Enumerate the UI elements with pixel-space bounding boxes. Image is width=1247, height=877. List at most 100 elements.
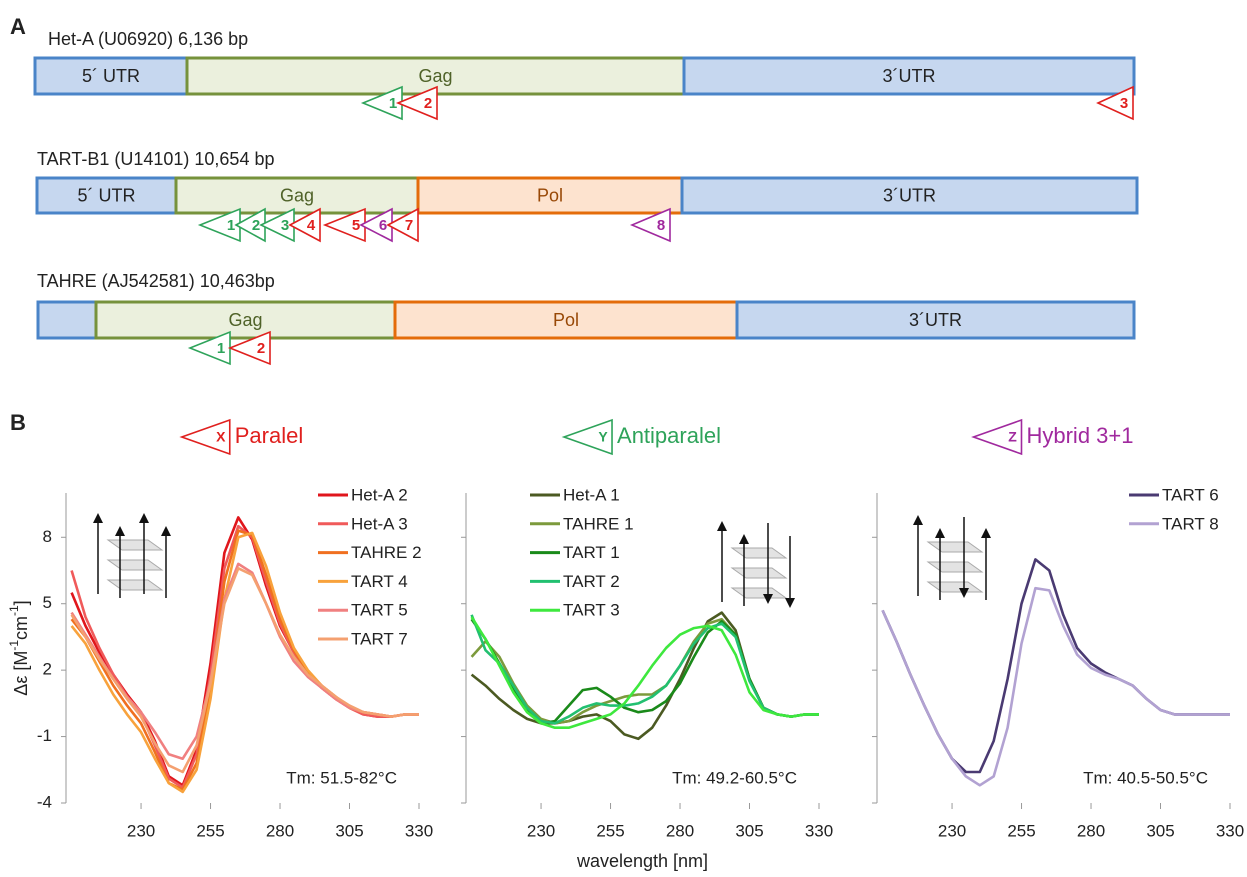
y-tick-label: 2 bbox=[43, 660, 52, 679]
x-tick-label: 330 bbox=[405, 821, 433, 840]
annotation: Tm: 51.5-82°C bbox=[286, 768, 397, 787]
g4-marker-label: 5 bbox=[352, 217, 360, 234]
chart-title: Hybrid 3+1 bbox=[1026, 423, 1133, 448]
y-axis-label-part: cm bbox=[11, 616, 31, 640]
segment-label: Pol bbox=[537, 185, 563, 205]
x-tick-label: 255 bbox=[596, 821, 624, 840]
legend-label: Het-A 2 bbox=[351, 485, 408, 504]
legend-label: TART 7 bbox=[351, 629, 408, 648]
strand-arrow bbox=[139, 513, 149, 523]
element-title: Het-A (U06920) 6,136 bp bbox=[48, 29, 248, 49]
g4-plane bbox=[928, 582, 982, 592]
strand-arrow bbox=[717, 521, 727, 531]
y-tick-label: -4 bbox=[37, 792, 52, 811]
x-tick-label: 280 bbox=[666, 821, 694, 840]
g4-marker-label: Z bbox=[1008, 429, 1017, 445]
g4-marker-label: 2 bbox=[252, 217, 260, 234]
x-tick-label: 330 bbox=[805, 821, 833, 840]
strand-arrow bbox=[785, 598, 795, 608]
strand-arrow bbox=[93, 513, 103, 523]
strand-arrow bbox=[935, 528, 945, 538]
segment-label: Gag bbox=[418, 66, 452, 86]
g4-plane bbox=[928, 542, 982, 552]
y-axis-label: Δε [M-1cm-1] bbox=[7, 600, 31, 695]
chart-header: Paralel X bbox=[182, 420, 303, 454]
y-axis-label-part: -1 bbox=[7, 640, 21, 651]
legend-label: TART 6 bbox=[1162, 485, 1219, 504]
g4-marker-label: 7 bbox=[405, 217, 413, 234]
x-axis-label: wavelength [nm] bbox=[576, 851, 708, 871]
series-line bbox=[883, 559, 1230, 772]
annotation: Tm: 40.5-50.5°C bbox=[1083, 768, 1208, 787]
segment-label: 3´UTR bbox=[883, 185, 936, 205]
element-title: TART-B1 (U14101) 10,654 bp bbox=[37, 149, 274, 169]
g4-marker-label: 1 bbox=[227, 217, 235, 234]
chart-header: Hybrid 3+1 Z bbox=[973, 420, 1133, 454]
x-tick-label: 280 bbox=[266, 821, 294, 840]
segment-label: 5´ UTR bbox=[78, 185, 136, 205]
panel-label: A bbox=[10, 14, 26, 39]
g4-plane bbox=[928, 562, 982, 572]
series-line bbox=[72, 568, 419, 772]
y-tick-label: -1 bbox=[37, 726, 52, 745]
legend-label: TART 1 bbox=[563, 543, 620, 562]
strand-arrow bbox=[763, 594, 773, 604]
y-tick-label: 5 bbox=[43, 593, 52, 612]
x-tick-label: 280 bbox=[1077, 821, 1105, 840]
strand-arrow bbox=[161, 526, 171, 536]
x-tick-label: 305 bbox=[335, 821, 363, 840]
legend-label: TAHRE 2 bbox=[351, 543, 422, 562]
legend-label: TART 8 bbox=[1162, 514, 1219, 533]
g4-plane bbox=[108, 560, 162, 570]
g4-plane bbox=[732, 588, 786, 598]
strand-arrow bbox=[115, 526, 125, 536]
g4-marker-label: 4 bbox=[307, 217, 316, 234]
segment bbox=[38, 302, 96, 338]
legend-label: TART 3 bbox=[563, 601, 620, 620]
legend-label: TAHRE 1 bbox=[563, 514, 634, 533]
series-line bbox=[883, 588, 1230, 785]
g4-marker-label: X bbox=[216, 429, 226, 445]
segment-label: 5´ UTR bbox=[82, 66, 140, 86]
segment-label: 3´UTR bbox=[883, 66, 936, 86]
g4-plane bbox=[732, 568, 786, 578]
g4-plane bbox=[108, 540, 162, 550]
x-tick-label: 255 bbox=[1007, 821, 1035, 840]
g4-marker-label: 1 bbox=[217, 340, 225, 357]
y-axis-label-part: -1 bbox=[7, 605, 21, 616]
segment-label: 3´UTR bbox=[909, 310, 962, 330]
g4-marker-label: 6 bbox=[379, 217, 387, 234]
legend-label: Het-A 1 bbox=[563, 485, 620, 504]
x-tick-label: 230 bbox=[127, 821, 155, 840]
legend-label: TART 2 bbox=[563, 572, 620, 591]
chart-title: Paralel bbox=[235, 423, 303, 448]
y-tick-label: 8 bbox=[43, 527, 52, 546]
g4-marker-label: 8 bbox=[657, 217, 665, 234]
x-tick-label: 305 bbox=[735, 821, 763, 840]
y-axis-label-part: ] bbox=[11, 600, 31, 605]
x-tick-label: 255 bbox=[196, 821, 224, 840]
g4-marker-label: 2 bbox=[424, 95, 432, 112]
legend-label: TART 4 bbox=[351, 572, 408, 591]
element-title: TAHRE (AJ542581) 10,463bp bbox=[37, 271, 275, 291]
strand-arrow bbox=[981, 528, 991, 538]
x-tick-label: 305 bbox=[1146, 821, 1174, 840]
g4-plane bbox=[108, 580, 162, 590]
figure: A B Het-A (U06920) 6,136 bp5´ UTRGag3´UT… bbox=[0, 0, 1247, 877]
segment-label: Pol bbox=[553, 310, 579, 330]
g4-marker-label: 3 bbox=[281, 217, 289, 234]
strand-arrow bbox=[913, 515, 923, 525]
strand-arrow bbox=[739, 534, 749, 544]
g4-marker-label: 3 bbox=[1120, 95, 1128, 112]
annotation: Tm: 49.2-60.5°C bbox=[672, 768, 797, 787]
g4-marker-label: 1 bbox=[389, 95, 397, 112]
g4-marker-label: 2 bbox=[257, 340, 265, 357]
legend-label: Het-A 3 bbox=[351, 514, 408, 533]
segment-label: Gag bbox=[280, 185, 314, 205]
x-tick-label: 230 bbox=[938, 821, 966, 840]
x-tick-label: 230 bbox=[527, 821, 555, 840]
chart-title: Antiparalel bbox=[617, 423, 721, 448]
strand-arrow bbox=[959, 588, 969, 598]
y-axis-label-part: Δε [M bbox=[11, 651, 31, 696]
